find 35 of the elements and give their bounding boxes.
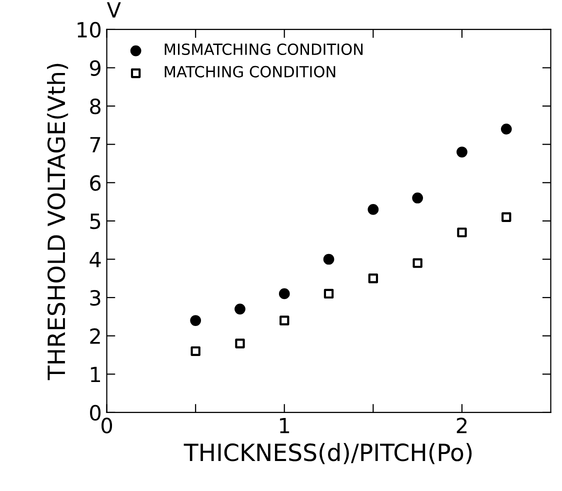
y-tick-label: 1	[90, 366, 100, 382]
point	[412, 258, 422, 268]
point	[502, 212, 512, 222]
x-tick-label: 0	[102, 418, 112, 434]
point	[500, 124, 512, 134]
point	[323, 254, 334, 265]
point	[190, 346, 200, 356]
point	[368, 204, 379, 215]
y-tick-label: 8	[90, 98, 100, 114]
legend-label: MISMATCHING CONDITION	[164, 43, 363, 56]
x-axis-title: THICKNESS(d)/PITCH(Po)	[184, 443, 472, 464]
y-axis-title: THRESHOLD VOLTAGE(Vth)	[47, 64, 68, 380]
x-tick-label: 2	[456, 418, 467, 434]
x-tick-label: 1	[280, 418, 290, 434]
point	[324, 288, 334, 299]
point	[457, 228, 467, 238]
point	[368, 274, 378, 284]
y-tick-label: 6	[90, 175, 101, 191]
y-tick-label: 7	[90, 137, 100, 152]
y-tick-label: 9	[90, 60, 100, 76]
y-tick-label: 10	[78, 22, 101, 38]
y-tick-label: 2	[90, 328, 100, 344]
point	[234, 304, 246, 314]
legend-label: MATCHING CONDITION	[164, 66, 336, 78]
y-tick-label: 0	[90, 404, 101, 421]
point	[456, 146, 468, 158]
point	[412, 192, 424, 204]
point	[190, 315, 202, 326]
y-tick-label: 3	[90, 290, 100, 306]
point	[235, 338, 245, 348]
point	[280, 316, 290, 326]
y-tick-label: 4	[90, 252, 101, 268]
point	[278, 288, 290, 300]
y-tick-label: 5	[90, 214, 100, 230]
text: V	[106, 2, 121, 18]
